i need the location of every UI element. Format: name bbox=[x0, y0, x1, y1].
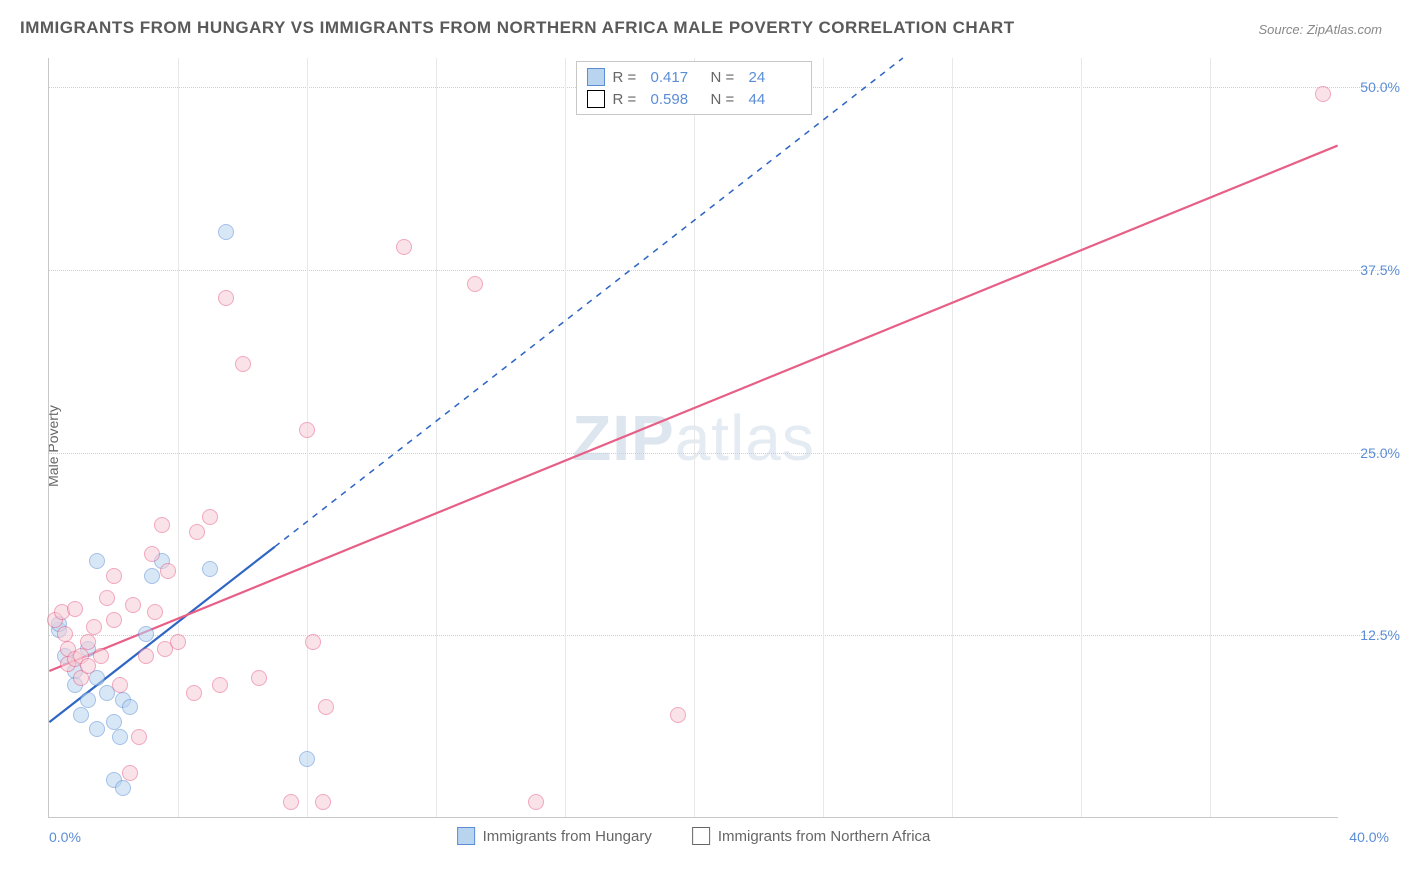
data-point bbox=[396, 239, 412, 255]
data-point bbox=[251, 670, 267, 686]
data-point bbox=[170, 634, 186, 650]
r-label: R = bbox=[613, 91, 643, 108]
data-point bbox=[80, 692, 96, 708]
data-point bbox=[154, 517, 170, 533]
data-point bbox=[112, 677, 128, 693]
data-point bbox=[318, 699, 334, 715]
data-point bbox=[235, 356, 251, 372]
gridline-v bbox=[178, 58, 179, 817]
data-point bbox=[80, 634, 96, 650]
x-tick-label: 40.0% bbox=[1349, 829, 1389, 845]
data-point bbox=[106, 612, 122, 628]
n-label: N = bbox=[711, 69, 741, 86]
data-point bbox=[202, 561, 218, 577]
source-attribution: Source: ZipAtlas.com bbox=[1258, 22, 1382, 37]
watermark-atlas: atlas bbox=[675, 402, 815, 474]
data-point bbox=[315, 794, 331, 810]
y-tick-label: 25.0% bbox=[1360, 445, 1400, 461]
data-point bbox=[1315, 86, 1331, 102]
swatch-hungary bbox=[587, 68, 605, 86]
data-point bbox=[467, 276, 483, 292]
r-value-nafrica: 0.598 bbox=[651, 91, 703, 108]
swatch-nafrica bbox=[692, 827, 710, 845]
data-point bbox=[186, 685, 202, 701]
data-point bbox=[202, 509, 218, 525]
data-point bbox=[93, 648, 109, 664]
legend-item-nafrica: Immigrants from Northern Africa bbox=[692, 827, 931, 845]
gridline-v bbox=[952, 58, 953, 817]
gridline-v bbox=[565, 58, 566, 817]
data-point bbox=[138, 648, 154, 664]
watermark-zip: ZIP bbox=[572, 402, 675, 474]
swatch-nafrica bbox=[587, 90, 605, 108]
r-label: R = bbox=[613, 69, 643, 86]
data-point bbox=[283, 794, 299, 810]
data-point bbox=[125, 597, 141, 613]
data-point bbox=[299, 751, 315, 767]
r-value-hungary: 0.417 bbox=[651, 69, 703, 86]
legend-item-hungary: Immigrants from Hungary bbox=[457, 827, 652, 845]
plot-area: ZIPatlas 12.5%25.0%37.5%50.0%0.0%40.0% R… bbox=[48, 58, 1338, 818]
data-point bbox=[106, 714, 122, 730]
n-label: N = bbox=[711, 91, 741, 108]
data-point bbox=[99, 590, 115, 606]
gridline-v bbox=[436, 58, 437, 817]
data-point bbox=[106, 568, 122, 584]
data-point bbox=[218, 224, 234, 240]
data-point bbox=[138, 626, 154, 642]
gridline-h bbox=[49, 270, 1388, 271]
legend-row-nafrica: R = 0.598 N = 44 bbox=[587, 88, 801, 110]
series-legend: Immigrants from Hungary Immigrants from … bbox=[457, 827, 931, 845]
data-point bbox=[112, 729, 128, 745]
data-point bbox=[189, 524, 205, 540]
y-tick-label: 12.5% bbox=[1360, 627, 1400, 643]
data-point bbox=[670, 707, 686, 723]
gridline-v bbox=[1210, 58, 1211, 817]
data-point bbox=[89, 553, 105, 569]
data-point bbox=[131, 729, 147, 745]
swatch-hungary bbox=[457, 827, 475, 845]
series-name-hungary: Immigrants from Hungary bbox=[483, 828, 652, 845]
gridline-h bbox=[49, 453, 1388, 454]
data-point bbox=[160, 563, 176, 579]
data-point bbox=[86, 619, 102, 635]
data-point bbox=[122, 699, 138, 715]
data-point bbox=[73, 707, 89, 723]
gridline-v bbox=[1081, 58, 1082, 817]
n-value-hungary: 24 bbox=[749, 69, 801, 86]
legend-row-hungary: R = 0.417 N = 24 bbox=[587, 66, 801, 88]
data-point bbox=[218, 290, 234, 306]
series-name-nafrica: Immigrants from Northern Africa bbox=[718, 828, 931, 845]
data-point bbox=[147, 604, 163, 620]
data-point bbox=[305, 634, 321, 650]
data-point bbox=[89, 721, 105, 737]
gridline-v bbox=[694, 58, 695, 817]
y-tick-label: 37.5% bbox=[1360, 262, 1400, 278]
chart-title: IMMIGRANTS FROM HUNGARY VS IMMIGRANTS FR… bbox=[20, 18, 1015, 38]
data-point bbox=[144, 546, 160, 562]
n-value-nafrica: 44 bbox=[749, 91, 801, 108]
x-tick-label: 0.0% bbox=[49, 829, 81, 845]
data-point bbox=[67, 601, 83, 617]
data-point bbox=[57, 626, 73, 642]
data-point bbox=[122, 765, 138, 781]
data-point bbox=[144, 568, 160, 584]
data-point bbox=[115, 780, 131, 796]
gridline-h bbox=[49, 635, 1388, 636]
correlation-legend: R = 0.417 N = 24 R = 0.598 N = 44 bbox=[576, 61, 812, 115]
gridline-v bbox=[823, 58, 824, 817]
data-point bbox=[528, 794, 544, 810]
data-point bbox=[299, 422, 315, 438]
data-point bbox=[212, 677, 228, 693]
y-tick-label: 50.0% bbox=[1360, 79, 1400, 95]
